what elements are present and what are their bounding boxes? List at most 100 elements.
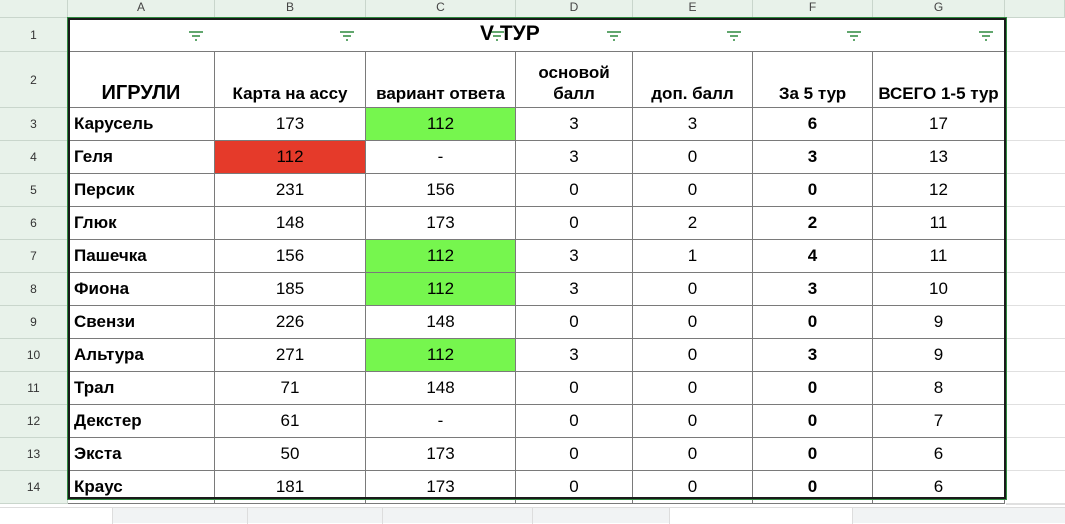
cell-b[interactable]: 156 xyxy=(215,240,366,273)
player-name-cell[interactable]: Персик xyxy=(68,174,215,207)
cell-e[interactable]: 0 xyxy=(633,306,753,339)
row-header-5[interactable]: 5 xyxy=(0,174,68,207)
column-header-F[interactable]: F xyxy=(753,0,873,18)
corner-cell[interactable] xyxy=(0,0,68,18)
cell-c[interactable]: 148 xyxy=(366,306,516,339)
column-title-f[interactable]: За 5 тур xyxy=(753,52,873,108)
cell-d[interactable]: 0 xyxy=(516,207,633,240)
cell-g[interactable]: 13 xyxy=(873,141,1005,174)
cell-e[interactable]: 0 xyxy=(633,471,753,504)
player-name-cell[interactable]: Декстер xyxy=(68,405,215,438)
cell-f[interactable]: 0 xyxy=(753,438,873,471)
row-header-2[interactable]: 2 xyxy=(0,52,68,108)
cell-f[interactable]: 6 xyxy=(753,108,873,141)
column-header-A[interactable]: A xyxy=(68,0,215,18)
cell-d[interactable]: 0 xyxy=(516,405,633,438)
cell-f[interactable]: 0 xyxy=(753,372,873,405)
cell-c[interactable]: - xyxy=(366,141,516,174)
cell-c[interactable]: 112 xyxy=(366,108,516,141)
cell-b[interactable]: 71 xyxy=(215,372,366,405)
column-header-G[interactable]: G xyxy=(873,0,1005,18)
cell-d[interactable]: 3 xyxy=(516,273,633,306)
cell-f[interactable]: 0 xyxy=(753,471,873,504)
cell-d[interactable]: 0 xyxy=(516,174,633,207)
cell-g[interactable]: 8 xyxy=(873,372,1005,405)
cell-e[interactable]: 0 xyxy=(633,405,753,438)
cell-g[interactable]: 9 xyxy=(873,339,1005,372)
filter-icon[interactable] xyxy=(607,30,621,42)
row-header-7[interactable]: 7 xyxy=(0,240,68,273)
cell-c[interactable]: 156 xyxy=(366,174,516,207)
cell-e[interactable]: 1 xyxy=(633,240,753,273)
filter-icon[interactable] xyxy=(727,30,741,42)
cell-g[interactable]: 12 xyxy=(873,174,1005,207)
cell-f[interactable]: 3 xyxy=(753,339,873,372)
cell-e[interactable]: 0 xyxy=(633,174,753,207)
column-header-extra[interactable] xyxy=(1005,0,1065,18)
cell-b[interactable]: 226 xyxy=(215,306,366,339)
row-header-1[interactable]: 1 xyxy=(0,18,68,52)
filter-icon[interactable] xyxy=(340,30,354,42)
cell-g[interactable]: 6 xyxy=(873,471,1005,504)
cell-b[interactable]: 173 xyxy=(215,108,366,141)
cell-c[interactable]: - xyxy=(366,405,516,438)
player-name-cell[interactable]: Альтура xyxy=(68,339,215,372)
cell-g[interactable]: 10 xyxy=(873,273,1005,306)
cell-c[interactable]: 173 xyxy=(366,471,516,504)
cell-c[interactable]: 112 xyxy=(366,240,516,273)
title-row[interactable] xyxy=(68,18,1005,52)
cell-g[interactable]: 9 xyxy=(873,306,1005,339)
cell-g[interactable]: 7 xyxy=(873,405,1005,438)
player-name-cell[interactable]: Глюк xyxy=(68,207,215,240)
player-name-cell[interactable]: Фиона xyxy=(68,273,215,306)
column-header-D[interactable]: D xyxy=(516,0,633,18)
sheet-tab[interactable] xyxy=(0,508,113,524)
cell-g[interactable]: 17 xyxy=(873,108,1005,141)
cell-b[interactable]: 148 xyxy=(215,207,366,240)
cell-e[interactable]: 0 xyxy=(633,339,753,372)
player-name-cell[interactable]: Краус xyxy=(68,471,215,504)
row-header-8[interactable]: 8 xyxy=(0,273,68,306)
cell-c[interactable]: 173 xyxy=(366,207,516,240)
filter-icon[interactable] xyxy=(189,30,203,42)
cell-d[interactable]: 3 xyxy=(516,108,633,141)
column-header-E[interactable]: E xyxy=(633,0,753,18)
cell-f[interactable]: 0 xyxy=(753,174,873,207)
sheet-tab-active[interactable] xyxy=(670,508,853,524)
column-title-c[interactable]: вариант ответа xyxy=(366,52,516,108)
cell-d[interactable]: 0 xyxy=(516,471,633,504)
row-header-12[interactable]: 12 xyxy=(0,405,68,438)
player-name-cell[interactable]: Свензи xyxy=(68,306,215,339)
player-name-cell[interactable]: Экста xyxy=(68,438,215,471)
row-header-14[interactable]: 14 xyxy=(0,471,68,504)
column-title-d[interactable]: основой балл xyxy=(516,52,633,108)
cell-f[interactable]: 2 xyxy=(753,207,873,240)
cell-b[interactable]: 185 xyxy=(215,273,366,306)
cell-d[interactable]: 3 xyxy=(516,240,633,273)
cell-d[interactable]: 0 xyxy=(516,372,633,405)
cell-c[interactable]: 112 xyxy=(366,339,516,372)
player-name-cell[interactable]: Карусель xyxy=(68,108,215,141)
column-title-e[interactable]: доп. балл xyxy=(633,52,753,108)
cell-e[interactable]: 0 xyxy=(633,273,753,306)
cell-e[interactable]: 0 xyxy=(633,438,753,471)
sheet-tab[interactable] xyxy=(113,508,248,524)
cell-b[interactable]: 112 xyxy=(215,141,366,174)
row-header-10[interactable]: 10 xyxy=(0,339,68,372)
cell-f[interactable]: 0 xyxy=(753,306,873,339)
row-header-11[interactable]: 11 xyxy=(0,372,68,405)
row-header-9[interactable]: 9 xyxy=(0,306,68,339)
cell-e[interactable]: 0 xyxy=(633,141,753,174)
player-name-cell[interactable]: Пашечка xyxy=(68,240,215,273)
column-title-name[interactable]: ИГРУЛИ xyxy=(68,52,215,108)
cell-d[interactable]: 3 xyxy=(516,141,633,174)
cell-b[interactable]: 231 xyxy=(215,174,366,207)
player-name-cell[interactable]: Трал xyxy=(68,372,215,405)
sheet-tab[interactable] xyxy=(533,508,670,524)
filter-icon[interactable] xyxy=(847,30,861,42)
cell-e[interactable]: 3 xyxy=(633,108,753,141)
cell-b[interactable]: 50 xyxy=(215,438,366,471)
cell-c[interactable]: 173 xyxy=(366,438,516,471)
cell-f[interactable]: 3 xyxy=(753,141,873,174)
cell-b[interactable]: 61 xyxy=(215,405,366,438)
